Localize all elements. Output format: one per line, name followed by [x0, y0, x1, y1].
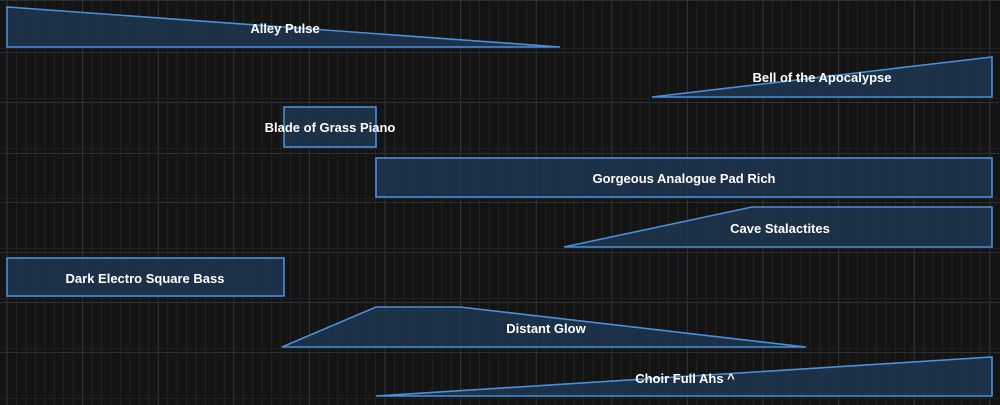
clip-label-bell-of-the-apocalypse: Bell of the Apocalypse: [753, 70, 892, 85]
clip-label-gorgeous-analogue-pad-rich: Gorgeous Analogue Pad Rich: [593, 171, 776, 186]
clip-label-distant-glow: Distant Glow: [506, 321, 586, 336]
clip-choir-full-ahs[interactable]: Choir Full Ahs ^: [375, 356, 993, 397]
clip-cave-stalactites[interactable]: Cave Stalactites: [563, 206, 993, 248]
clip-label-choir-full-ahs: Choir Full Ahs ^: [635, 371, 735, 386]
clip-gorgeous-analogue-pad-rich[interactable]: Gorgeous Analogue Pad Rich: [375, 157, 993, 198]
clip-label-blade-of-grass-piano: Blade of Grass Piano: [265, 120, 396, 135]
clip-dark-electro-square-bass[interactable]: Dark Electro Square Bass: [6, 257, 285, 297]
clip-label-alley-pulse: Alley Pulse: [250, 21, 319, 36]
clip-label-dark-electro-square-bass: Dark Electro Square Bass: [66, 271, 225, 286]
clip-distant-glow[interactable]: Distant Glow: [281, 306, 807, 348]
clip-alley-pulse[interactable]: Alley Pulse: [6, 6, 561, 48]
clip-blade-of-grass-piano[interactable]: Blade of Grass Piano: [265, 106, 396, 148]
clip-label-cave-stalactites: Cave Stalactites: [730, 221, 830, 236]
clip-bell-of-the-apocalypse[interactable]: Bell of the Apocalypse: [651, 56, 993, 98]
